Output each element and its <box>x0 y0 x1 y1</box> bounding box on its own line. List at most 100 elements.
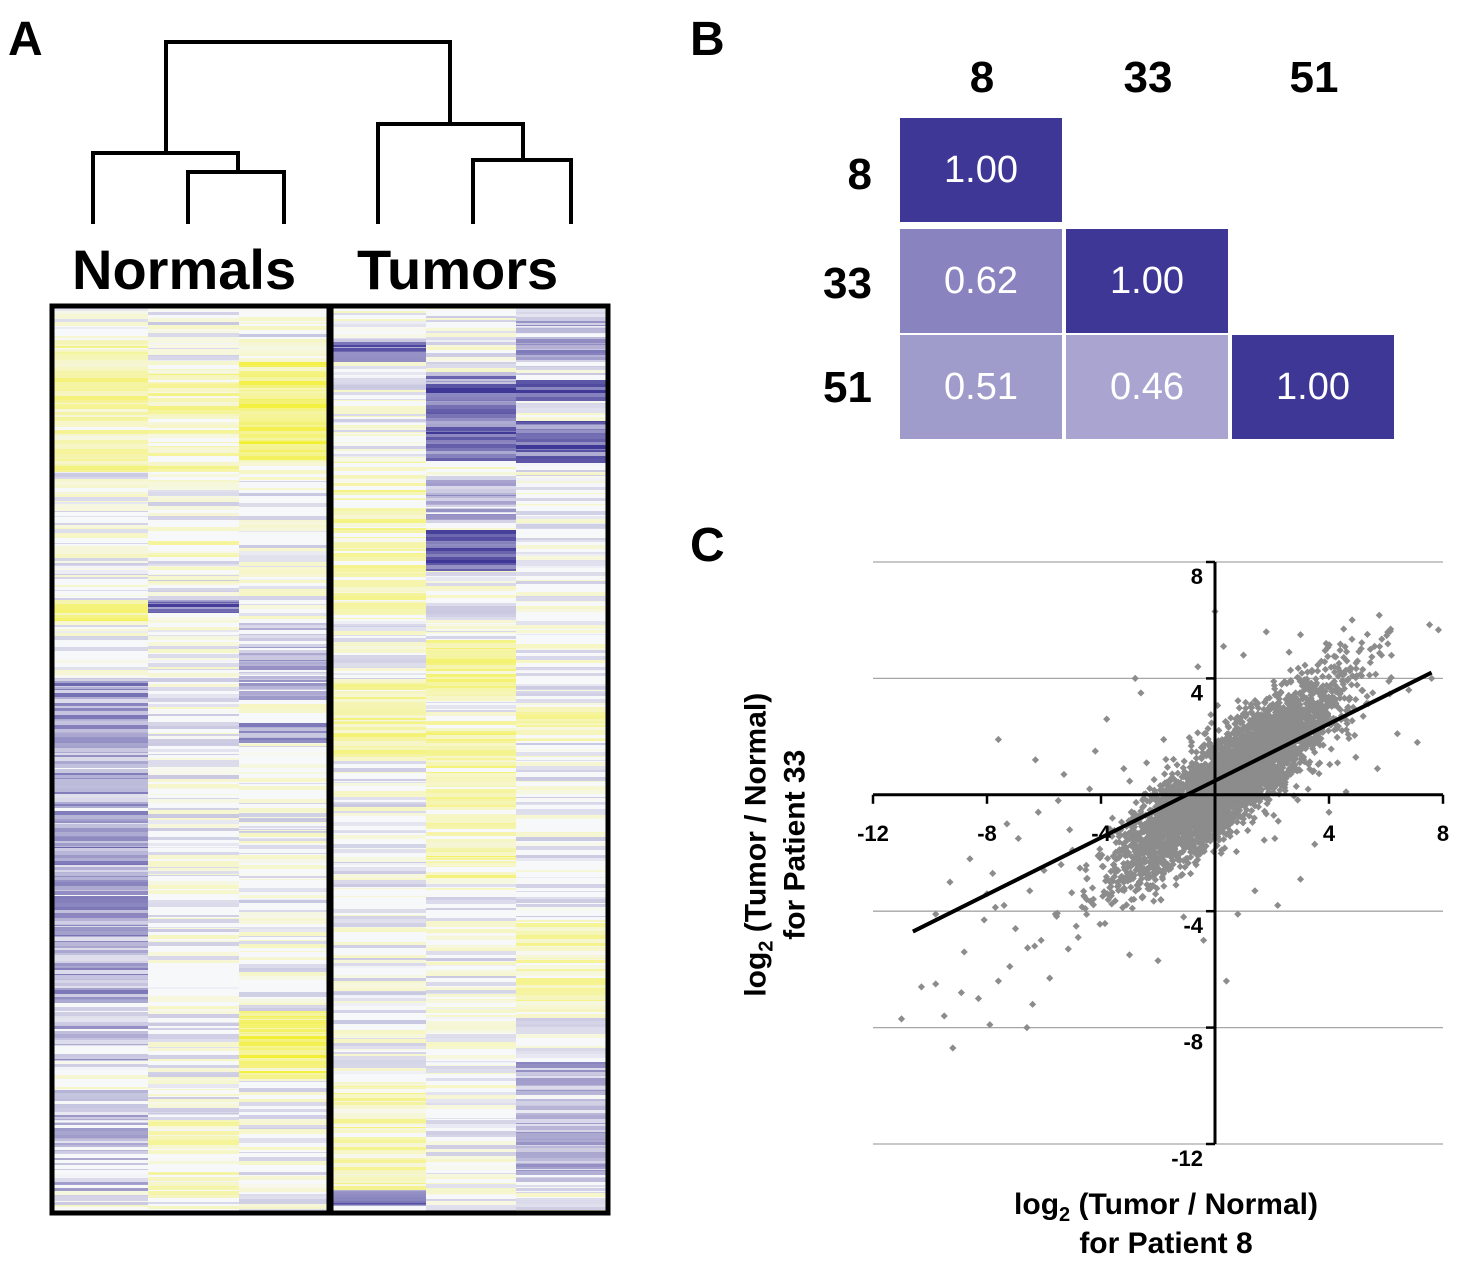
scatter-point <box>1167 847 1175 855</box>
scatter-point <box>897 1015 906 1023</box>
scatter-point <box>1068 889 1076 897</box>
scatter-point <box>1295 715 1303 723</box>
scatter-point <box>1182 839 1190 847</box>
scatter-point <box>1158 859 1166 868</box>
scatter-point <box>1289 719 1297 727</box>
scatter-point <box>1037 936 1045 944</box>
scatter-point <box>1244 725 1252 733</box>
scatter-point <box>1252 700 1261 709</box>
scatter-point <box>1346 667 1354 675</box>
scatter-point <box>1330 726 1339 734</box>
scatter-point <box>1311 711 1319 720</box>
scatter-point <box>1207 711 1215 719</box>
scatter-point <box>1231 758 1239 767</box>
scatter-point <box>1159 817 1167 825</box>
scatter-point <box>1300 727 1308 735</box>
scatter-point <box>1089 901 1098 909</box>
group-label-normals: Normals <box>72 238 297 301</box>
scatter-point <box>1325 693 1333 701</box>
scatter-point <box>1124 848 1132 857</box>
scatter-point <box>1270 756 1278 764</box>
scatter-point <box>1269 700 1277 708</box>
scatter-point <box>1310 767 1318 775</box>
scatter-point <box>1163 810 1171 818</box>
scatter-point <box>1115 848 1123 856</box>
scatter-point <box>1114 866 1122 875</box>
y-tick-label: 8 <box>1191 564 1203 589</box>
x-tick-label: -4 <box>1091 821 1111 846</box>
heatmap-cells <box>54 308 606 1214</box>
scatter-point <box>1236 728 1244 736</box>
corr-row-header-51: 51 <box>823 363 872 412</box>
scatter-point <box>1200 741 1208 749</box>
scatter-point <box>1262 773 1270 781</box>
scatter-point <box>1088 884 1097 892</box>
scatter-point <box>1157 895 1165 904</box>
scatter-point <box>1121 832 1129 840</box>
scatter-point <box>1281 787 1289 795</box>
corr-cell-8-8: 1.00 <box>900 118 1062 222</box>
scatter-point <box>1336 694 1344 702</box>
scatter-point <box>1150 776 1158 784</box>
scatter-point <box>1342 726 1350 734</box>
scatter-point <box>1274 901 1282 909</box>
scatter-point <box>1220 800 1228 809</box>
scatter-point <box>1234 910 1242 918</box>
scatter-point <box>1214 701 1222 710</box>
y-axis-title: log2 (Tumor / Normal) for Patient 33 <box>739 595 813 1095</box>
scatter-point <box>1292 782 1300 790</box>
scatter-point <box>1136 856 1144 864</box>
corr-cell-51-8: 0.51 <box>900 335 1062 439</box>
scatter-point <box>1106 825 1114 833</box>
scatter-point <box>1197 762 1206 770</box>
scatter-point <box>1297 724 1305 732</box>
scatter-point <box>1311 840 1319 848</box>
scatter-point <box>1254 736 1262 744</box>
x-tick-label: -8 <box>977 821 997 846</box>
scatter-point <box>1184 778 1192 786</box>
scatter-point <box>1130 809 1138 817</box>
scatter-point <box>1316 703 1325 711</box>
scatter-point <box>1268 728 1276 736</box>
scatter-point <box>1239 651 1248 659</box>
scatter-point <box>1107 876 1116 884</box>
scatter-point <box>1188 811 1197 820</box>
scatter-point <box>1172 817 1180 825</box>
scatter-point <box>1330 663 1338 671</box>
scatter-point <box>1098 862 1106 870</box>
scatter-point <box>1080 887 1088 895</box>
scatter-point <box>1119 840 1127 848</box>
scatter-point <box>1054 797 1062 805</box>
scatter-point <box>1246 799 1255 807</box>
scatter-point <box>1314 667 1322 675</box>
scatter-point <box>1117 818 1126 826</box>
scatter-point <box>1376 642 1384 651</box>
scatter-point <box>1256 795 1264 803</box>
scatter-point <box>1188 747 1196 755</box>
scatter-point <box>1011 925 1020 933</box>
scatter-point <box>1286 700 1294 708</box>
scatter-point <box>1226 828 1234 836</box>
scatter-point <box>1368 653 1376 661</box>
scatter-point <box>1057 861 1065 869</box>
scatter-point <box>1159 868 1168 876</box>
scatter-point <box>1326 760 1334 769</box>
scatter-point <box>1378 635 1386 643</box>
scatter-point <box>974 994 983 1003</box>
scatter-point <box>1154 957 1162 965</box>
scatter-point <box>1270 768 1278 776</box>
scatter-point <box>1172 874 1180 882</box>
scatter-point <box>1143 759 1151 767</box>
scatter-point <box>1385 677 1393 685</box>
scatter-point <box>1272 764 1280 772</box>
scatter-point <box>1132 798 1140 807</box>
scatter-point <box>1024 944 1032 952</box>
scatter-point <box>1031 942 1039 950</box>
scatter-point <box>1194 783 1202 791</box>
scatter-point <box>1225 817 1233 825</box>
corr-row-header-33: 33 <box>823 259 872 308</box>
scatter-point <box>1226 734 1234 742</box>
scatter-point <box>1230 752 1238 760</box>
scatter-point <box>1187 840 1196 848</box>
scatter-point <box>1255 724 1263 733</box>
